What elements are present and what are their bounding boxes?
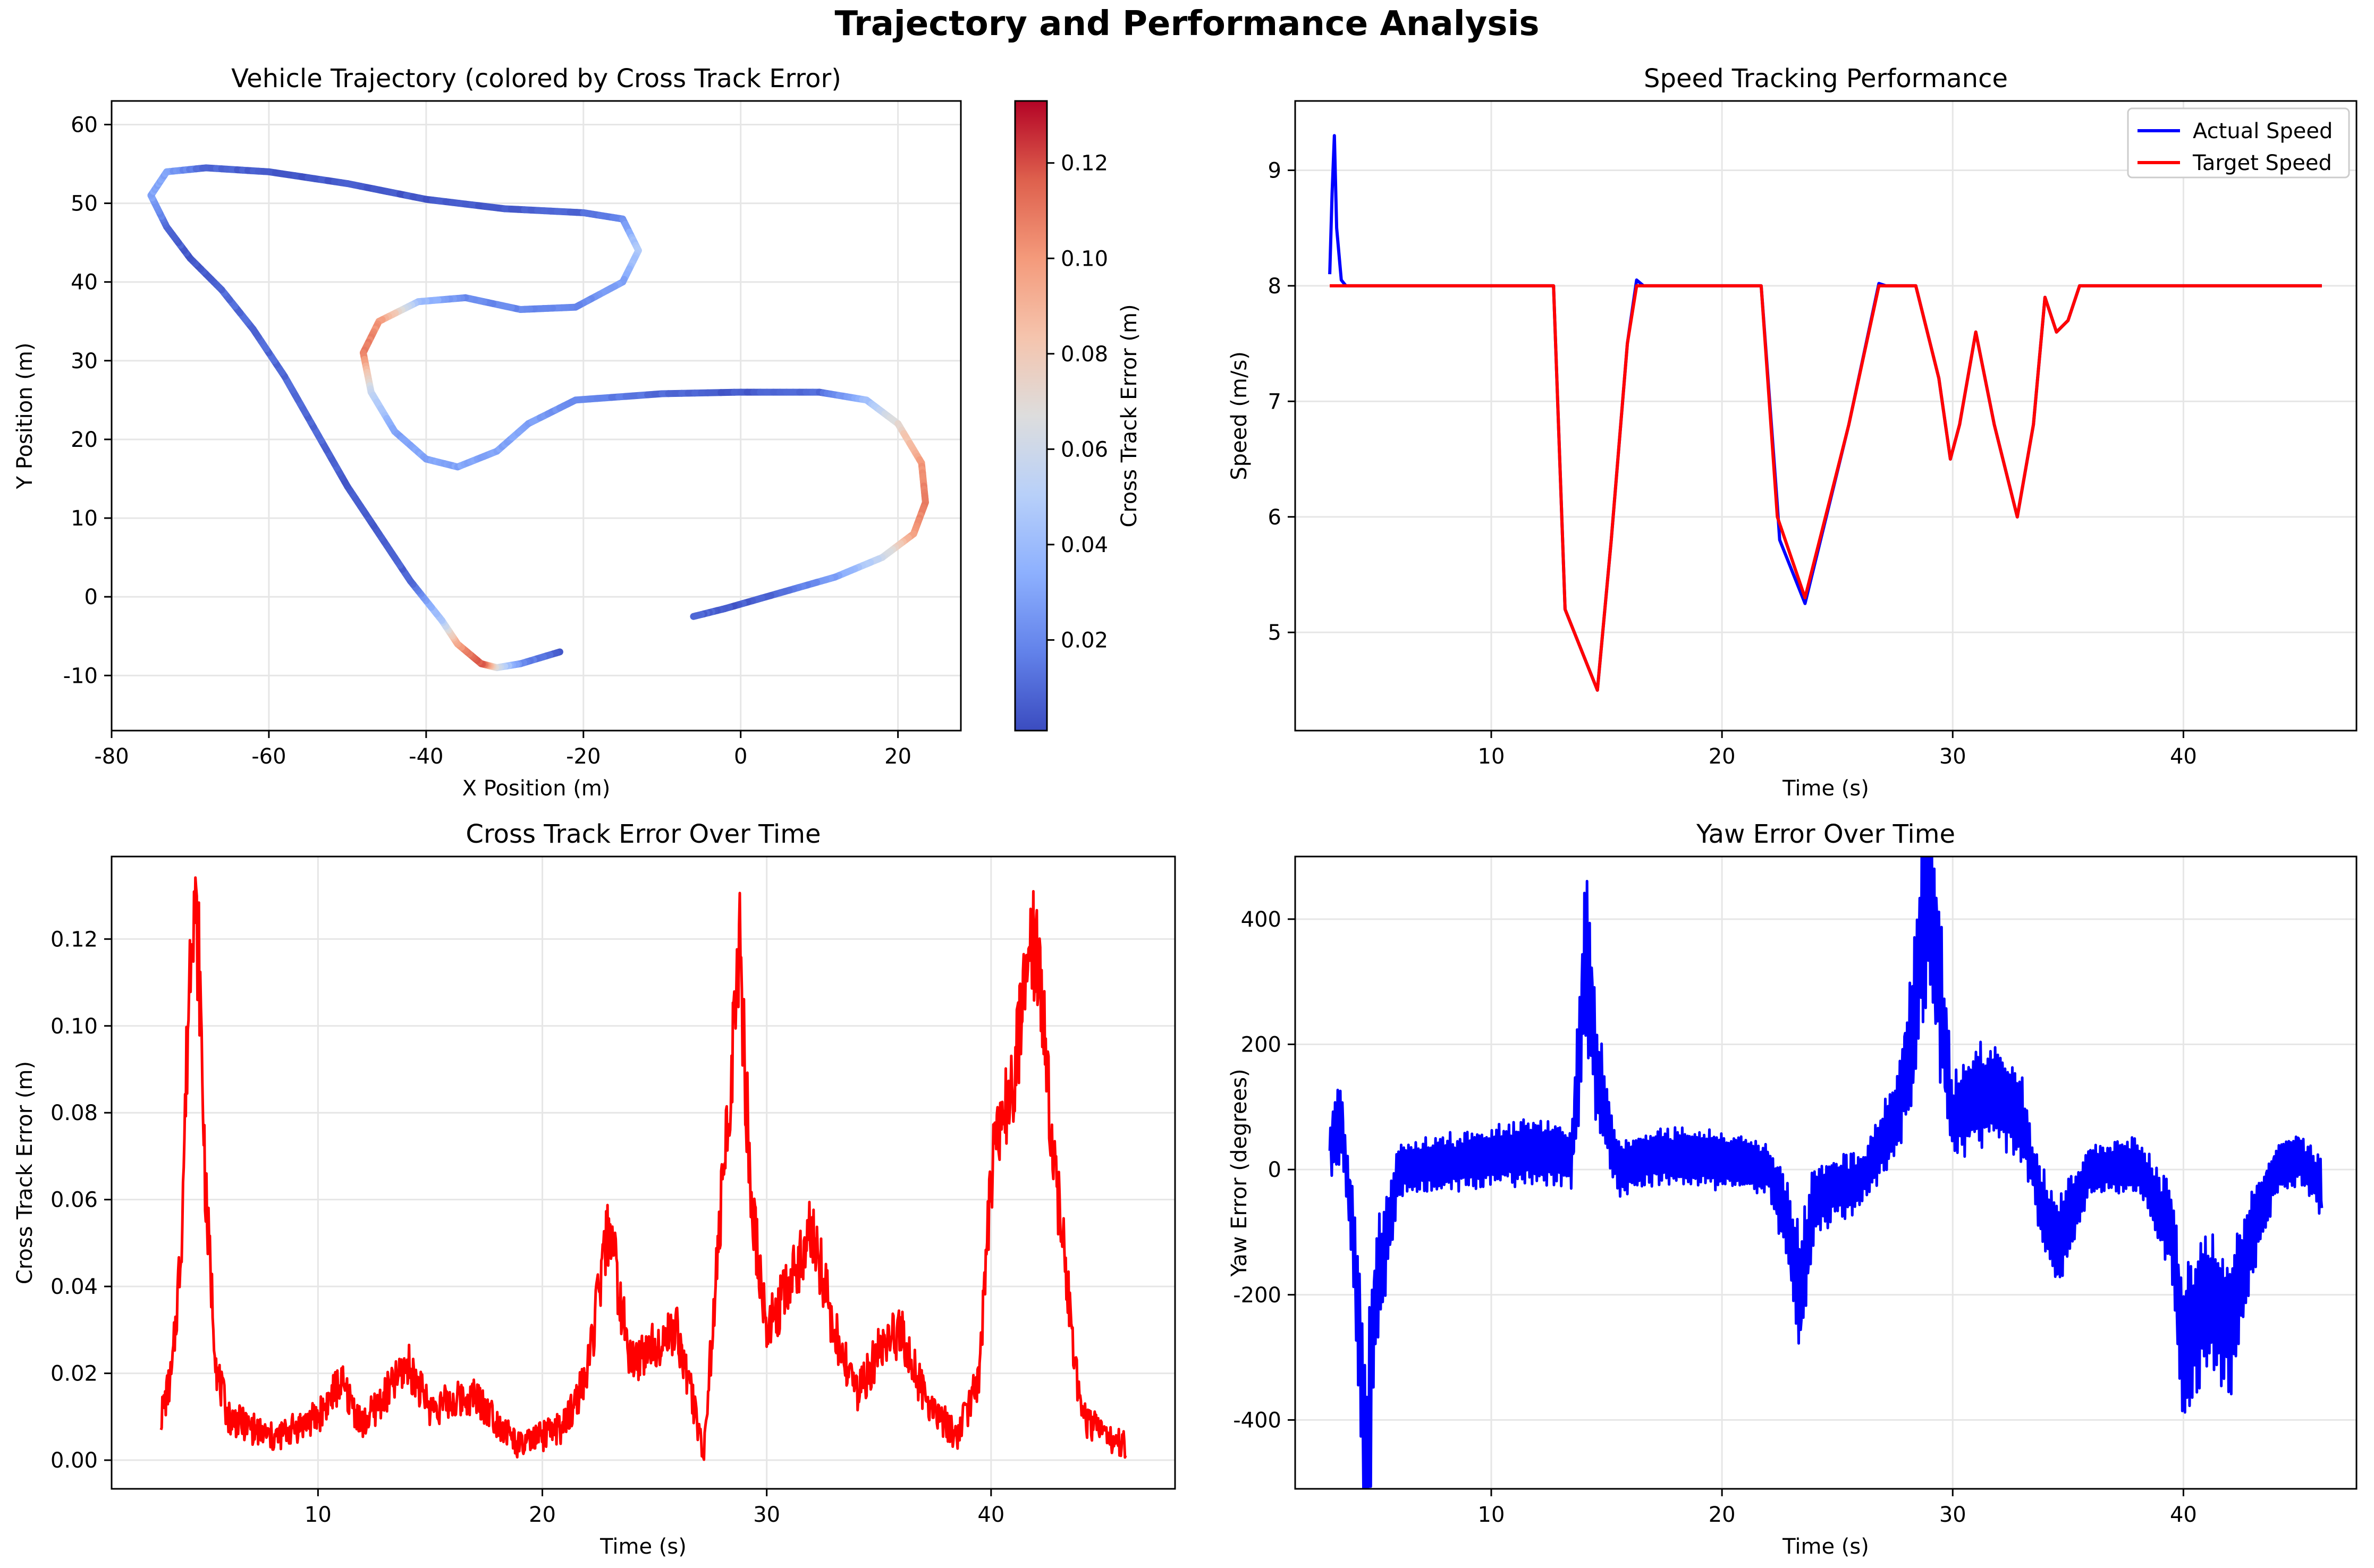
trajectory-path — [147, 164, 929, 671]
x-tick-label: -80 — [94, 744, 129, 769]
y-tick-label: 0 — [85, 585, 98, 609]
colorbar-tick-label: 0.12 — [1061, 151, 1108, 176]
y-tick-label: -400 — [1233, 1408, 1281, 1433]
colorbar-label: Cross Track Error (m) — [1117, 304, 1142, 527]
y-tick-label: 6 — [1268, 505, 1281, 530]
y-axis-label: Speed (m/s) — [1227, 351, 1252, 480]
x-tick-label: -20 — [566, 744, 601, 769]
chart-panel-4: 10 20 30 40 -400 -200 0 200 400 Yaw Error Over Ti… — [1227, 819, 2358, 1559]
y-tick-label: 10 — [71, 506, 98, 531]
y-tick-label: 0 — [1268, 1158, 1281, 1182]
x-tick-label: -40 — [409, 744, 443, 769]
x-tick-label: 10 — [305, 1503, 332, 1527]
y-tick-label: 200 — [1241, 1032, 1281, 1057]
chart-title: Yaw Error Over Time — [1696, 819, 1955, 849]
x-tick-label: 20 — [529, 1503, 556, 1527]
chart-title: Vehicle Trajectory (colored by Cross Tra… — [231, 64, 841, 94]
x-tick-label: 20 — [1709, 1503, 1736, 1527]
y-axis-label: Y Position (m) — [13, 343, 37, 490]
y-tick-label: 50 — [71, 192, 98, 216]
x-tick-label: 0 — [734, 744, 747, 769]
x-axis-label: Time (s) — [599, 1535, 687, 1559]
chart-panel-1: -80 -60 -40 -20 0 20 -10 0 10 20 30 40 50 60 Vehicle T… — [13, 64, 1142, 801]
axes-frame — [1294, 855, 2358, 1490]
chart-panel-2: 10 20 30 40 5 6 7 8 9 Speed Tracking Performance T… — [1227, 64, 2358, 801]
y-tick-label: -10 — [63, 664, 98, 688]
legend-box — [2127, 107, 2350, 179]
y-axis-label: Yaw Error (degrees) — [1227, 1069, 1252, 1277]
x-axis-label: Time (s) — [1782, 776, 1869, 801]
series-actual-speed — [1328, 134, 2322, 692]
chart-panel-3: 10 20 30 40 0.00 0.02 0.04 0.06 0.08 0.10 0.12 Cros… — [13, 819, 1176, 1559]
x-tick-label: 40 — [977, 1503, 1004, 1527]
series-cross-track-error — [159, 876, 1127, 1461]
y-tick-label: 40 — [71, 270, 98, 295]
y-tick-label: 9 — [1268, 158, 1281, 183]
y-tick-label: 0.04 — [50, 1275, 98, 1299]
x-axis-label: X Position (m) — [462, 776, 611, 801]
chart-title: Cross Track Error Over Time — [466, 819, 821, 849]
chart-title: Speed Tracking Performance — [1644, 64, 2008, 94]
x-tick-label: 10 — [1478, 1503, 1505, 1527]
colorbar-tick-label: 0.08 — [1061, 342, 1108, 367]
y-tick-label: 30 — [71, 349, 98, 374]
y-tick-label: 400 — [1241, 908, 1281, 932]
colorbar-tick-label: 0.10 — [1061, 247, 1108, 271]
x-tick-label: 40 — [2170, 1503, 2197, 1527]
legend-label: Target Speed — [2192, 151, 2332, 175]
x-axis-label: Time (s) — [1782, 1535, 1869, 1559]
x-tick-label: 30 — [1939, 1503, 1966, 1527]
y-tick-label: 7 — [1268, 389, 1281, 414]
y-tick-label: 60 — [71, 113, 98, 137]
y-tick-label: 8 — [1268, 274, 1281, 299]
axes-frame — [111, 100, 962, 732]
y-tick-label: 5 — [1268, 621, 1281, 645]
colorbar-tick-label: 0.02 — [1061, 628, 1108, 652]
x-tick-label: 30 — [753, 1503, 780, 1527]
colorbar — [1014, 100, 1048, 732]
x-tick-label: 10 — [1478, 744, 1505, 769]
axes-frame — [1294, 100, 2358, 732]
legend-label: Actual Speed — [2193, 119, 2333, 143]
colorbar-tick-label: 0.06 — [1061, 437, 1108, 462]
legend: Actual Speed Target Speed — [2127, 107, 2350, 179]
x-tick-label: 20 — [1709, 744, 1736, 769]
y-tick-label: 0.08 — [50, 1101, 98, 1125]
series-target-speed — [1330, 284, 2322, 692]
colorbar-tick-label: 0.04 — [1061, 533, 1108, 557]
x-tick-label: 20 — [884, 744, 911, 769]
y-tick-label: 0.06 — [50, 1188, 98, 1213]
y-tick-label: -200 — [1233, 1283, 1281, 1308]
y-axis-label: Cross Track Error (m) — [13, 1061, 37, 1284]
figure-title: Trajectory and Performance Analysis — [834, 4, 1540, 44]
x-tick-label: 40 — [2170, 744, 2197, 769]
y-tick-label: 0.00 — [50, 1448, 98, 1473]
y-tick-label: 0.12 — [50, 927, 98, 952]
y-tick-label: 0.10 — [50, 1014, 98, 1039]
x-tick-label: -60 — [251, 744, 286, 769]
axes-frame — [111, 855, 1176, 1490]
y-tick-label: 20 — [71, 428, 98, 452]
x-tick-label: 30 — [1939, 744, 1966, 769]
series-yaw-error — [1328, 857, 2324, 1489]
y-tick-label: 0.02 — [50, 1362, 98, 1386]
